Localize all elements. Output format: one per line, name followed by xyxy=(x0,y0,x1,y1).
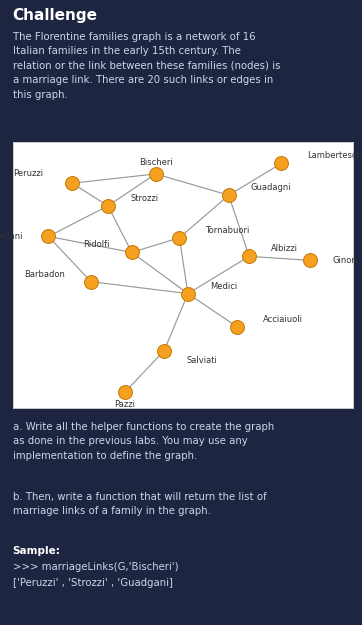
Text: Salviati: Salviati xyxy=(186,356,217,366)
Point xyxy=(88,277,94,287)
Point xyxy=(122,387,128,397)
Text: Acciaiuoli: Acciaiuoli xyxy=(263,315,303,324)
Point xyxy=(226,190,232,200)
Text: Castellani: Castellani xyxy=(0,232,23,241)
Point xyxy=(129,248,135,258)
Text: b. Then, write a function that will return the list of
marriage links of a famil: b. Then, write a function that will retu… xyxy=(13,492,266,516)
Point xyxy=(185,289,191,299)
Text: >>> marriageLinks(G,'Bischeri'): >>> marriageLinks(G,'Bischeri') xyxy=(13,562,178,572)
Point xyxy=(308,256,313,266)
Point xyxy=(246,251,252,261)
Point xyxy=(69,178,75,188)
Text: Ridolfi: Ridolfi xyxy=(83,241,110,249)
Text: ['Peruzzi' , 'Strozzi' , 'Guadgani]: ['Peruzzi' , 'Strozzi' , 'Guadgani] xyxy=(13,578,173,588)
Text: Peruzzi: Peruzzi xyxy=(13,169,43,177)
Text: The Florentine families graph is a network of 16
Italian families in the early 1: The Florentine families graph is a netwo… xyxy=(13,32,280,99)
Text: Strozzi: Strozzi xyxy=(130,194,158,203)
Point xyxy=(234,322,240,332)
Point xyxy=(161,346,167,356)
Text: Bischeri: Bischeri xyxy=(139,158,172,168)
Point xyxy=(105,201,111,211)
Point xyxy=(153,169,159,179)
Text: Sample:: Sample: xyxy=(13,546,60,556)
Text: a. Write all the helper functions to create the graph
as done in the previous la: a. Write all the helper functions to cre… xyxy=(13,422,274,461)
Text: Medici: Medici xyxy=(210,282,237,291)
Text: Barbadon: Barbadon xyxy=(25,270,66,279)
Text: Pazzi: Pazzi xyxy=(114,400,135,409)
Text: Ginori: Ginori xyxy=(333,256,358,265)
Text: Albizzi: Albizzi xyxy=(271,244,298,253)
Text: Lamberteschi: Lamberteschi xyxy=(307,151,362,161)
Text: Guadagni: Guadagni xyxy=(251,183,291,192)
Point xyxy=(279,158,285,168)
Text: Challenge: Challenge xyxy=(13,8,98,23)
Text: Tornabuori: Tornabuori xyxy=(205,226,249,235)
Point xyxy=(177,232,182,242)
Point xyxy=(46,231,51,241)
